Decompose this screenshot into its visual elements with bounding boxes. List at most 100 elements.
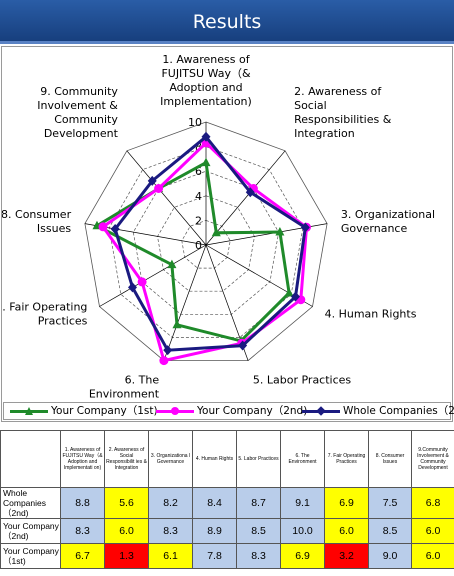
data-point (167, 259, 177, 269)
data-point (245, 187, 255, 198)
score-cell: 7.8 (192, 543, 237, 569)
data-point (128, 282, 138, 293)
table-row: Whole Companies（2nd) 8.8 5.6 8.2 8.4 8.7 9.1 6.… (0, 487, 454, 519)
column-header: 6. The Environment (280, 430, 325, 488)
score-cell: 8.9 (192, 518, 237, 544)
data-point (284, 287, 294, 297)
data-point (275, 226, 285, 236)
score-cell: 8.4 (192, 487, 237, 519)
legend-swatch (156, 407, 194, 415)
score-cell: 8.3 (236, 543, 281, 569)
column-header: 9.Community Involvement & Community Deve… (411, 430, 454, 488)
data-point (211, 227, 221, 237)
score-cell: 6.0 (104, 518, 149, 544)
radar-chart: 0 2 4 6 8 10 1. Awareness of FUJITSU Way（& Adopt… (2, 53, 435, 401)
data-point (300, 222, 310, 233)
table-row: Your Company（2nd) 8.3 6.0 8.3 8.9 8.5 10.0 6.0 8… (0, 518, 454, 544)
tick-label: 2 (195, 214, 202, 227)
tick-label: 0 (195, 239, 202, 252)
score-cell: 9.1 (280, 487, 325, 519)
grid-ring (132, 170, 280, 315)
data-point (98, 222, 108, 232)
axis-spoke (99, 244, 207, 307)
axis-label: 3. Organizational Governance (341, 208, 435, 235)
data-point (290, 291, 300, 302)
table-row: Your Company（1st) 6.7 1.3 6.1 7.8 8.3 6.9 3.2 9.… (0, 543, 454, 569)
score-cell: 8.3 (148, 518, 193, 544)
data-point (159, 356, 169, 366)
column-header: 5. Labor Practices (236, 430, 281, 488)
series-line (113, 134, 307, 352)
tick-label: 10 (188, 116, 202, 129)
data-point (137, 277, 147, 287)
score-cell: 5.6 (104, 487, 149, 519)
score-cell: 6.0 (324, 518, 369, 544)
score-cell: 8.5 (368, 518, 412, 544)
axis-spoke (205, 150, 286, 246)
data-point (163, 345, 173, 356)
page-title: Results (192, 11, 262, 33)
axis-label: 4. Human Rights (325, 308, 417, 321)
column-header: 8. Consumer Issues (368, 430, 412, 488)
score-cell: 6.0 (411, 518, 454, 544)
column-header: 4. Human Rights (192, 430, 237, 488)
score-cell: 9.0 (368, 543, 412, 569)
grid-ring (108, 146, 304, 338)
tick-label: 4 (195, 190, 202, 203)
axis-label: 2. Awareness of Social Responsibilities & I… (294, 85, 392, 140)
score-cell: 6.8 (411, 487, 454, 519)
table-header-row: 1. Awareness of FUJITSU Way（& Adoption a… (0, 430, 454, 488)
grid-ring (84, 121, 328, 362)
axis-label: 9. Community Involvement & Community Develo… (37, 85, 118, 140)
score-cell: 8.5 (236, 518, 281, 544)
tick-label: 8 (195, 141, 202, 154)
score-cell: 6.7 (60, 543, 105, 569)
legend-swatch (302, 406, 340, 416)
data-point (110, 223, 120, 234)
score-cell: 1.3 (104, 543, 149, 569)
data-point (154, 184, 164, 193)
title-bar: Results (0, 0, 454, 44)
data-point (147, 175, 157, 186)
score-cell: 8.3 (60, 518, 105, 544)
score-cell: 6.9 (280, 543, 325, 569)
grid-ring (157, 195, 255, 292)
score-cell: 8.2 (148, 487, 193, 519)
column-header: 3. Organizationa l Governance (148, 430, 193, 488)
data-point (201, 157, 211, 167)
legend-label: Whole Companies（2nd) (343, 405, 454, 417)
axis-spoke (163, 244, 207, 361)
legend-label: Your Company（2nd) (197, 405, 308, 417)
scores-table: 1. Awareness of FUJITSU Way（& Adoption a… (0, 430, 454, 569)
chart-frame: 0 2 4 6 8 10 1. Awareness of FUJITSU Way（& Adopt… (1, 46, 453, 422)
axis-label: 1. Awareness of FUJITSU Way（& Adoption and… (160, 53, 252, 108)
axis-label: 8. Consumer Issues (2, 208, 72, 235)
data-point (238, 340, 248, 351)
score-cell: 6.9 (324, 487, 369, 519)
score-cell: 8.7 (236, 487, 281, 519)
legend-swatch (10, 407, 48, 415)
column-header: 2. Awareness of Social Responsibilit ies… (104, 430, 149, 488)
score-cell: 6.0 (411, 543, 454, 569)
table-body: Whole Companies（2nd) 8.8 5.6 8.2 8.4 8.7 9.1 6.… (0, 487, 454, 569)
series-line (93, 160, 291, 343)
axis-spoke (126, 150, 207, 246)
tick-label: 6 (195, 165, 202, 178)
row-label: Whole Companies（2nd) (0, 487, 61, 519)
axis-label: 6. The Environment (89, 374, 160, 401)
table-corner (0, 430, 61, 488)
column-header: 7. Fair Operating Practices (324, 430, 369, 488)
score-cell: 10.0 (280, 518, 325, 544)
row-label: Your Company（1st) (0, 543, 61, 569)
chart-legend: Your Company（1st) Your Company（2nd) Whole … (3, 402, 454, 420)
series-line (100, 140, 309, 363)
data-point (172, 319, 182, 329)
column-header: 1. Awareness of FUJITSU Way（& Adoption a… (60, 430, 105, 488)
axis-label: 7. Fair Operating Practices (2, 301, 88, 328)
score-cell: 6.1 (148, 543, 193, 569)
row-label: Your Company（2nd) (0, 518, 61, 544)
data-point (201, 131, 211, 142)
score-cell: 7.5 (368, 487, 412, 519)
score-cell: 8.8 (60, 487, 105, 519)
legend-label: Your Company（1st) (51, 405, 158, 417)
